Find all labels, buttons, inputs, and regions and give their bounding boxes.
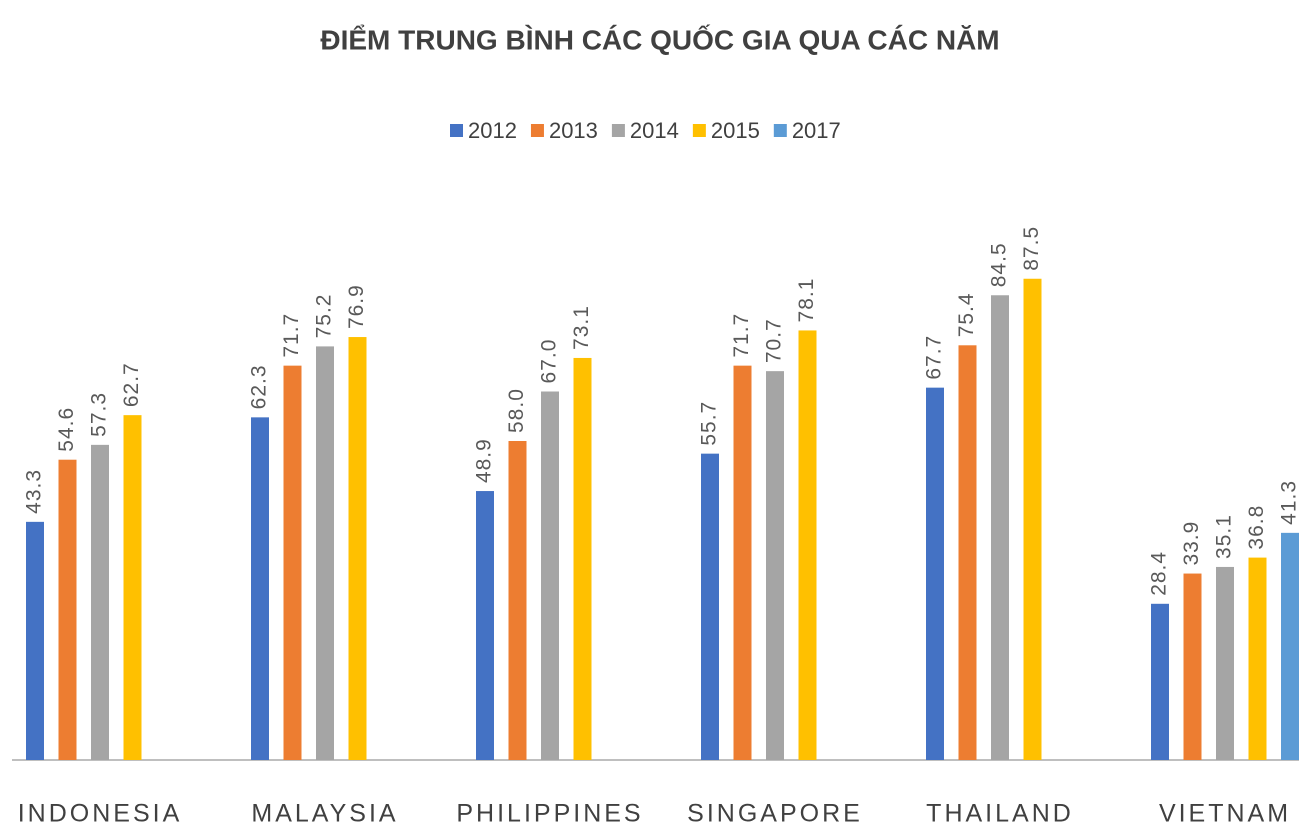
data-label: 76.9 <box>345 284 368 329</box>
data-label: 71.7 <box>280 313 303 358</box>
data-label: 67.7 <box>923 335 946 380</box>
data-label: 28.4 <box>1148 551 1171 596</box>
bar <box>1248 557 1267 760</box>
data-label: 36.8 <box>1245 505 1268 550</box>
bar <box>958 345 977 760</box>
legend-label: 2013 <box>549 118 598 143</box>
legend-swatch <box>692 124 706 137</box>
bar <box>1151 603 1169 760</box>
data-label: 67.0 <box>538 339 561 384</box>
data-label: 33.9 <box>1180 521 1203 566</box>
data-label: 35.1 <box>1213 514 1236 559</box>
x-tick-label: VIETNAM <box>1159 800 1291 828</box>
legend-label: 2017 <box>792 118 841 143</box>
data-label: 70.7 <box>763 318 786 363</box>
x-tick-label: INDONESIA <box>18 800 183 828</box>
legend-swatch <box>773 124 787 137</box>
legend-label: 2012 <box>468 118 517 143</box>
bar <box>541 391 559 760</box>
bar <box>508 441 527 760</box>
data-label: 87.5 <box>1020 226 1043 271</box>
bar <box>476 491 494 760</box>
data-label: 58.0 <box>505 388 528 433</box>
data-label: 75.4 <box>955 292 978 337</box>
bar <box>1183 573 1202 760</box>
bar <box>251 417 269 760</box>
bar <box>798 330 817 760</box>
bar <box>573 357 592 760</box>
legend-swatch <box>611 124 625 137</box>
bar <box>316 346 334 760</box>
x-tick-label: MALAYSIA <box>251 800 398 828</box>
x-tick-label: PHILIPPINES <box>456 800 643 828</box>
bar <box>348 337 367 760</box>
x-tick-label: SINGAPORE <box>687 800 863 828</box>
bar <box>1216 566 1234 760</box>
data-label: 78.1 <box>795 278 818 323</box>
data-label: 62.7 <box>120 362 143 407</box>
data-label: 75.2 <box>313 294 336 339</box>
bar <box>1281 532 1299 760</box>
bar <box>283 365 302 760</box>
data-label: 73.1 <box>570 305 593 350</box>
bar <box>123 415 142 760</box>
legend-label: 2015 <box>711 118 760 143</box>
legend-swatch <box>450 124 463 137</box>
legend-swatch <box>530 124 544 137</box>
data-label: 62.3 <box>248 364 271 409</box>
bar <box>58 459 77 760</box>
bar <box>91 444 109 760</box>
data-label: 41.3 <box>1278 480 1299 525</box>
data-label: 84.5 <box>988 242 1011 287</box>
legend-label: 2014 <box>630 118 679 143</box>
bar <box>766 371 784 760</box>
data-label: 57.3 <box>88 392 111 437</box>
bar <box>26 521 44 760</box>
bar <box>1023 278 1042 760</box>
bar <box>926 387 944 760</box>
data-label: 71.7 <box>730 313 753 358</box>
data-label: 43.3 <box>23 469 46 514</box>
data-label: 54.6 <box>55 407 78 452</box>
x-tick-label: THAILAND <box>926 800 1074 828</box>
bar <box>991 295 1009 760</box>
bar <box>733 365 752 760</box>
bar <box>701 453 719 760</box>
data-label: 55.7 <box>698 401 721 446</box>
chart-title: ĐIỂM TRUNG BÌNH CÁC QUỐC GIA QUA CÁC NĂM <box>320 23 999 55</box>
data-label: 48.9 <box>473 438 496 483</box>
